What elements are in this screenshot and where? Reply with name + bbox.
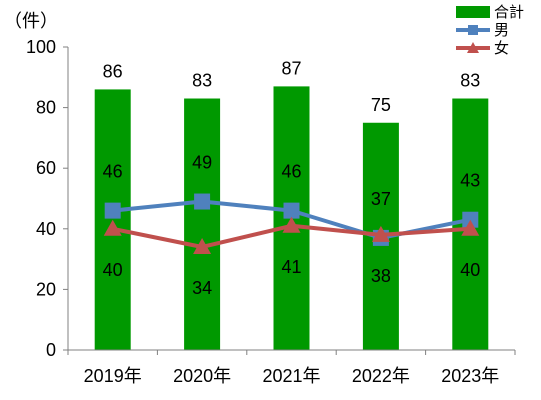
y-tick-label: 40 [36,219,56,239]
x-tick-label: 2022年 [352,366,410,386]
legend-label-合計: 合計 [494,4,524,21]
marker-女-2021年 [282,216,301,233]
data-label-female: 41 [281,257,301,277]
data-label-male: 43 [460,171,480,191]
legend-label-女: 女 [494,39,509,57]
data-label-total: 83 [192,71,212,91]
data-label-female: 40 [103,260,123,280]
x-tick-label: 2023年 [441,366,499,386]
y-tick-label: 60 [36,158,56,178]
axes-group: 0 20 40 60 80 100 2019年 2020年 2021年 2022年 2023年 [26,37,516,386]
data-label-male: 49 [192,153,212,173]
data-label-female: 40 [460,260,480,280]
y-tick-label: 100 [26,37,56,57]
bar-total-2019年 [94,89,131,351]
x-tick-label: 2019年 [84,366,142,386]
marker-女-2022年 [371,225,390,242]
bar-total-2020年 [184,98,221,350]
data-label-male: 46 [103,162,123,182]
legend-label-男: 男 [494,22,509,39]
x-tick-label: 2020年 [173,366,231,386]
legend-swatch-合計 [456,6,490,18]
marker-男-2020年 [194,193,211,210]
marker-女-2020年 [193,237,212,254]
data-label-female: 38 [371,266,391,286]
y-tick-label: 80 [36,98,56,118]
legend-marker-女 [467,42,479,53]
data-label-female: 34 [192,278,212,298]
marker-男-2021年 [283,202,300,219]
data-label-total: 75 [371,95,391,115]
data-label-total: 86 [103,61,123,81]
y-axis-unit-label: （件） [4,11,58,31]
y-tick-label: 0 [46,340,56,360]
data-labels-group: 86 83 87 75 83 46 49 46 37 43 40 34 41 38 40 [103,58,481,298]
marker-男-2023年 [462,211,479,228]
data-label-total: 83 [460,71,480,91]
x-tick-label: 2021年 [262,366,320,386]
data-label-total: 87 [281,58,301,78]
marker-女-2019年 [103,219,122,236]
y-tick-label: 20 [36,279,56,299]
legend-marker-男 [468,25,478,35]
data-label-male: 46 [281,162,301,182]
data-label-male: 37 [371,189,391,209]
marker-男-2019年 [104,202,121,219]
lines-group [103,193,480,254]
marker-女-2023年 [461,219,480,236]
